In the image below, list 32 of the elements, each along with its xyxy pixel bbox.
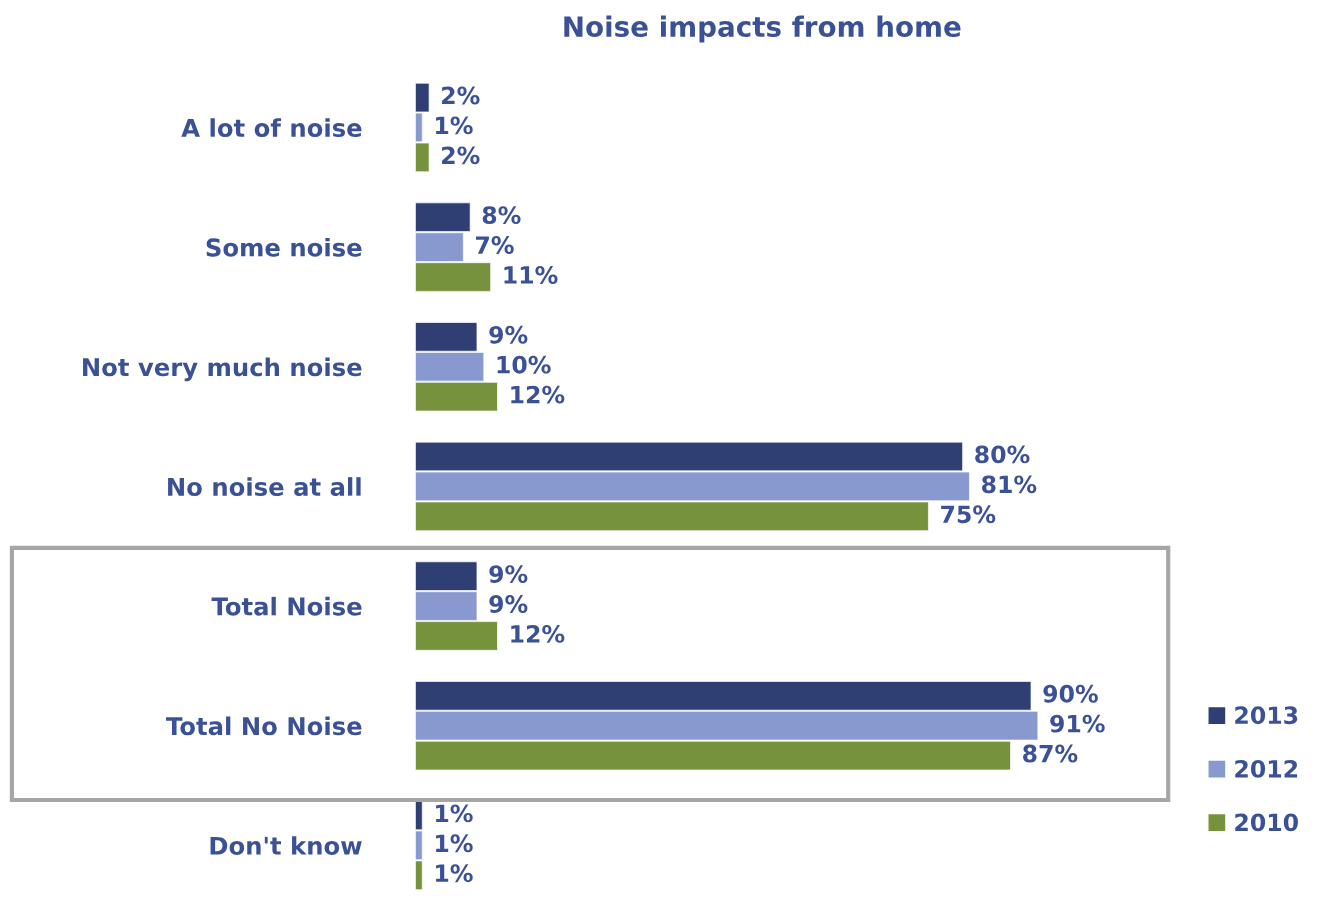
chart-title: Noise impacts from home — [564, 15, 961, 43]
data-label: 1% — [436, 116, 473, 135]
y-tick-label: Total Noise — [211, 596, 362, 616]
data-label: 9% — [489, 565, 528, 584]
data-label: 12% — [511, 385, 565, 404]
y-tick-label: A lot of noise — [181, 118, 362, 138]
data-label: 87% — [1023, 744, 1078, 763]
data-label: 1% — [436, 804, 473, 823]
data-label: 8% — [482, 206, 521, 225]
y-tick-label: Not very much noise — [83, 357, 362, 382]
data-label: 75% — [941, 505, 996, 524]
data-label: 81% — [982, 475, 1037, 494]
data-label: 11% — [504, 266, 558, 284]
legend-label: 2012 — [1235, 759, 1298, 778]
y-tick-label: Some noise — [206, 237, 362, 257]
y-tick-label: Total No Noise — [166, 716, 362, 736]
y-tick-label: Don't know — [210, 836, 362, 855]
data-label: 1% — [436, 864, 473, 883]
data-label: 9% — [489, 595, 528, 613]
data-label: 9% — [489, 325, 528, 344]
data-label: 2% — [442, 86, 480, 105]
data-label: 90% — [1043, 684, 1098, 703]
data-label: 12% — [511, 624, 565, 643]
data-label: 7% — [475, 236, 514, 254]
legend-label: 2010 — [1235, 813, 1298, 832]
legend-label: 2013 — [1235, 706, 1298, 725]
data-label: 1% — [436, 834, 473, 853]
data-label: 10% — [497, 355, 551, 374]
data-label: 91% — [1050, 714, 1105, 733]
data-label: 2% — [442, 146, 480, 165]
y-tick-label: No noise at all — [168, 477, 361, 496]
data-label: 80% — [975, 445, 1030, 464]
